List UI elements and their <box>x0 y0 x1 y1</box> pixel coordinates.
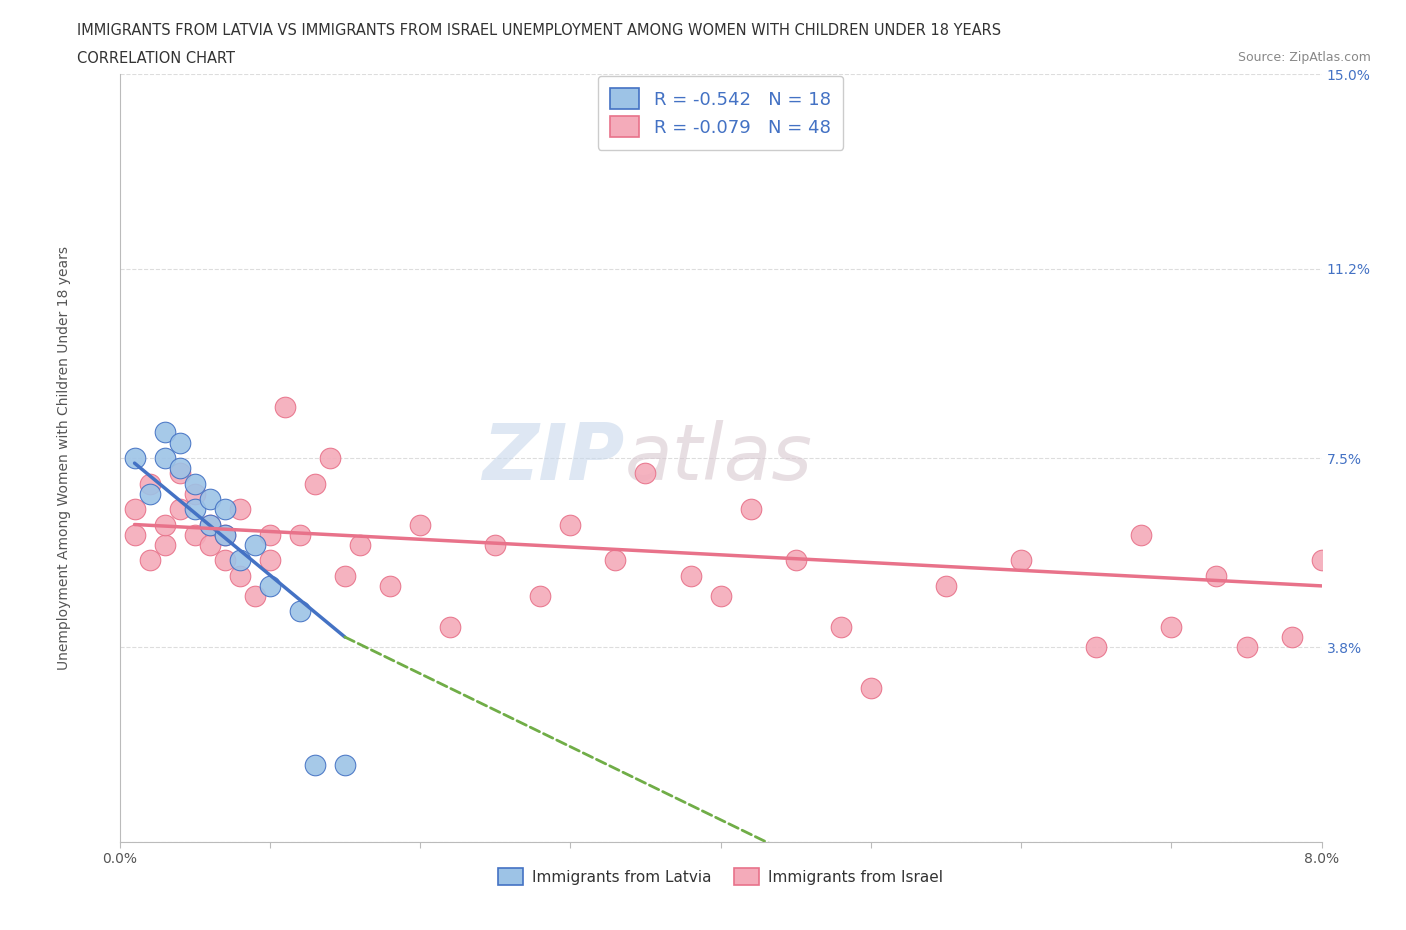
Point <box>709 589 731 604</box>
Point <box>1236 640 1258 655</box>
Point <box>228 568 252 583</box>
Point <box>259 578 281 593</box>
Point <box>1281 630 1303 644</box>
Point <box>1160 619 1182 634</box>
Point <box>830 619 852 634</box>
Point <box>153 538 176 552</box>
Point <box>243 538 266 552</box>
Point <box>1130 527 1153 542</box>
Point <box>439 619 461 634</box>
Text: atlas: atlas <box>624 420 813 496</box>
Point <box>124 451 146 466</box>
Point <box>138 476 160 491</box>
Point <box>183 476 205 491</box>
Point <box>288 527 311 542</box>
Point <box>214 552 236 567</box>
Point <box>1310 552 1333 567</box>
Point <box>124 527 146 542</box>
Point <box>198 517 221 532</box>
Point <box>183 486 205 501</box>
Point <box>214 527 236 542</box>
Point <box>935 578 957 593</box>
Y-axis label: Unemployment Among Women with Children Under 18 years: Unemployment Among Women with Children U… <box>56 246 70 670</box>
Text: ZIP: ZIP <box>482 420 624 496</box>
Point <box>304 757 326 772</box>
Point <box>529 589 551 604</box>
Point <box>169 502 191 517</box>
Point <box>1010 552 1032 567</box>
Point <box>198 491 221 506</box>
Point <box>183 502 205 517</box>
Point <box>198 517 221 532</box>
Point <box>634 466 657 481</box>
Point <box>409 517 432 532</box>
Point <box>319 451 342 466</box>
Point <box>605 552 627 567</box>
Point <box>259 552 281 567</box>
Point <box>333 568 356 583</box>
Point <box>274 400 297 415</box>
Point <box>153 517 176 532</box>
Text: CORRELATION CHART: CORRELATION CHART <box>77 51 235 66</box>
Point <box>304 476 326 491</box>
Point <box>124 502 146 517</box>
Legend: Immigrants from Latvia, Immigrants from Israel: Immigrants from Latvia, Immigrants from … <box>492 862 949 892</box>
Point <box>288 604 311 619</box>
Point <box>198 538 221 552</box>
Point <box>378 578 401 593</box>
Point <box>740 502 762 517</box>
Point <box>183 527 205 542</box>
Point <box>349 538 371 552</box>
Point <box>153 451 176 466</box>
Point <box>259 527 281 542</box>
Point <box>560 517 582 532</box>
Point <box>169 461 191 476</box>
Point <box>785 552 807 567</box>
Text: Source: ZipAtlas.com: Source: ZipAtlas.com <box>1237 51 1371 64</box>
Point <box>1085 640 1108 655</box>
Point <box>138 552 160 567</box>
Text: IMMIGRANTS FROM LATVIA VS IMMIGRANTS FROM ISRAEL UNEMPLOYMENT AMONG WOMEN WITH C: IMMIGRANTS FROM LATVIA VS IMMIGRANTS FRO… <box>77 23 1001 38</box>
Point <box>138 486 160 501</box>
Point <box>228 502 252 517</box>
Point <box>1205 568 1227 583</box>
Point <box>679 568 702 583</box>
Point <box>333 757 356 772</box>
Point <box>169 466 191 481</box>
Point <box>859 681 882 696</box>
Point <box>228 552 252 567</box>
Point <box>214 502 236 517</box>
Point <box>153 425 176 440</box>
Point <box>484 538 506 552</box>
Point <box>169 435 191 450</box>
Point <box>214 527 236 542</box>
Point <box>243 589 266 604</box>
